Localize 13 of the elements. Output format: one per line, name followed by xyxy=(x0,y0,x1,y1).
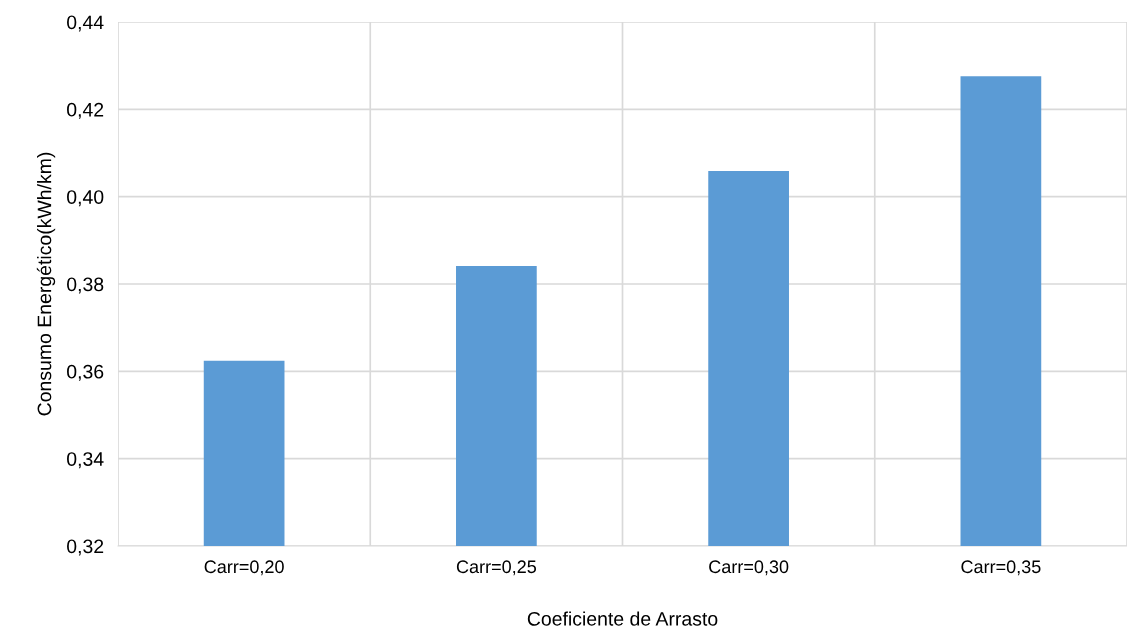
y-tick-label: 0,42 xyxy=(67,102,104,119)
x-tick-label: Carr=0,30 xyxy=(709,560,789,576)
y-tick-label: 0,34 xyxy=(67,452,104,469)
y-tick-label: 0,32 xyxy=(67,539,104,556)
y-tick-label: 0,38 xyxy=(67,277,104,294)
x-axis-title: Coeficiente de Arrasto xyxy=(527,611,718,626)
x-tick-label: Carr=0,25 xyxy=(456,560,537,576)
x-tick-label: Carr=0,35 xyxy=(961,560,1041,576)
y-tick-label: 0,44 xyxy=(67,15,104,32)
y-tick-label: 0,40 xyxy=(67,190,104,207)
x-tick-label: Carr=0,20 xyxy=(204,560,284,576)
y-axis-title: Consumo Energético(kWh/km) xyxy=(36,152,56,416)
y-tick-label: 0,36 xyxy=(67,364,104,381)
